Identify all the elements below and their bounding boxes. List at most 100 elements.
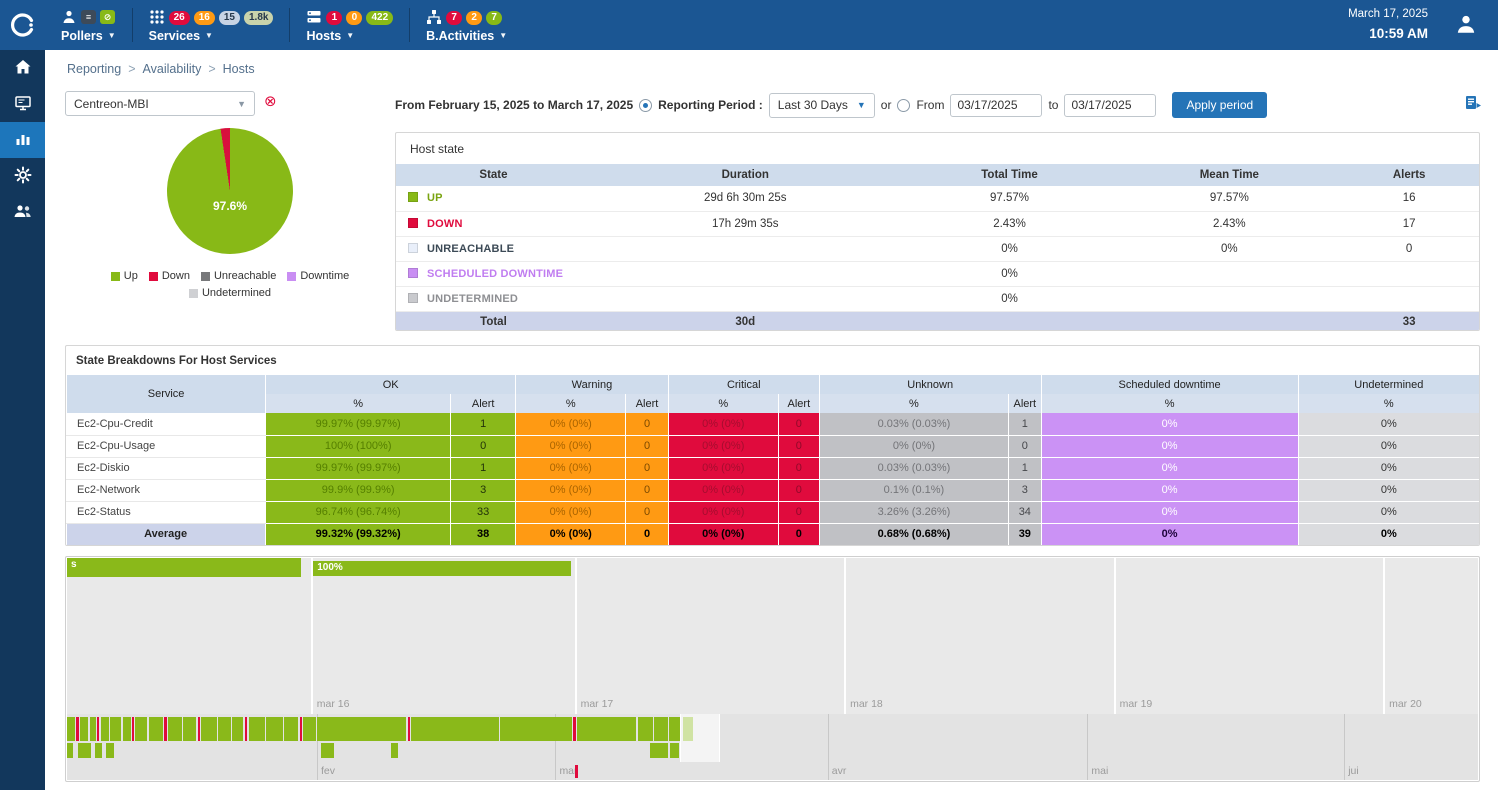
overview-bar — [572, 717, 576, 741]
breadcrumb-reporting[interactable]: Reporting — [67, 62, 122, 76]
overview-bar — [390, 743, 398, 758]
current-date: March 17, 2025 — [1348, 8, 1428, 21]
crit-pct-cell: 0% (0%) — [667, 413, 779, 436]
timeline-date-label: mar 17 — [580, 698, 614, 710]
overview-bar — [232, 717, 244, 741]
breakdown-sub-headrow: % Alert% Alert% Alert% Alert%% — [67, 394, 1479, 413]
menu-services[interactable]: 26 16 15 1.8k Services ▼ — [133, 0, 290, 50]
centreon-logo[interactable] — [0, 0, 45, 50]
hosts-down-badge[interactable]: 1 — [326, 10, 343, 25]
reporting-period-select[interactable]: Last 30 Days ▼ — [768, 92, 875, 118]
overview-bar — [105, 743, 115, 758]
ba-warning-badge[interactable]: 2 — [466, 10, 483, 25]
sidebar-item-administration[interactable] — [0, 194, 45, 230]
menu-pollers[interactable]: ≡ ⊘ Pollers ▼ — [45, 0, 132, 50]
timeline-date-label: mar 19 — [1119, 698, 1153, 710]
hosts-up-badge[interactable]: 422 — [366, 10, 394, 25]
clear-filter-icon[interactable]: ⊗ — [264, 93, 277, 110]
breakdown-title: State Breakdowns For Host Services — [76, 355, 277, 367]
from-date-input[interactable] — [950, 93, 1043, 117]
bactivities-label: B.Activities — [426, 28, 495, 43]
current-time: 10:59 AM — [1369, 25, 1428, 41]
legend-item-undetermined: Undetermined — [188, 287, 271, 299]
breadcrumb-separator: > — [128, 62, 136, 76]
column-header: Critical — [667, 375, 820, 394]
host-state-title: Host state — [410, 142, 465, 156]
hosts-icon — [306, 9, 322, 25]
timeline-gridline — [1113, 558, 1116, 714]
export-report-icon[interactable] — [1464, 94, 1482, 112]
up-swatch — [110, 271, 120, 281]
services-warning-badge[interactable]: 16 — [193, 10, 215, 25]
average-warn-alert-cell: 0 — [625, 523, 669, 545]
sched-pct-cell: 0% — [1040, 435, 1299, 458]
unk-alert-cell: 1 — [1008, 413, 1042, 436]
centreon-logo-icon — [10, 13, 33, 37]
main-content: Reporting > Availability > Hosts Centreon-MB… — [45, 50, 1498, 790]
sidebar-item-configuration[interactable] — [0, 158, 45, 194]
timeline-overview[interactable]: fev mar avr mai jui — [67, 714, 1478, 780]
overview-bar — [653, 717, 669, 741]
crit-pct-cell: 0% (0%) — [667, 457, 779, 480]
ok-alert-cell: 3 — [450, 479, 516, 502]
breadcrumb-hosts[interactable]: Hosts — [222, 62, 255, 76]
sidebar-item-home[interactable] — [0, 50, 45, 86]
hosts-unreachable-badge[interactable]: 0 — [346, 10, 363, 25]
subcolumn-header: Alert — [625, 394, 669, 413]
average-crit-alert-cell: 0 — [777, 523, 820, 545]
host-state-row: UNREACHABLE 0% 0% 0 — [396, 236, 1479, 262]
state-swatch — [408, 192, 418, 203]
breakdown-panel: State Breakdowns For Host Services Servi… — [65, 345, 1480, 546]
total-time-cell: 0% — [899, 261, 1120, 287]
availability-pie-block: 97.6% Up Down Unreachable Downtime Undetermi… — [65, 119, 395, 332]
average-ok-pct-cell: 99.32% (99.32%) — [265, 523, 451, 545]
overview-bar — [217, 717, 231, 741]
pie-legend: Up Down Unreachable Downtime Undetermined — [84, 270, 376, 299]
subcolumn-header: % — [515, 394, 626, 413]
timeline-main-chart[interactable]: mar 16 mar 17 mar 18 mar 19 mar 20 s 100% — [67, 558, 1478, 714]
ba-ok-badge[interactable]: 7 — [486, 10, 503, 25]
unk-pct-cell: 0% (0%) — [818, 435, 1009, 458]
poller-status-ok-chip[interactable]: ⊘ — [100, 10, 115, 24]
warn-alert-cell: 0 — [625, 501, 669, 524]
subcolumn-header: Alert — [450, 394, 516, 413]
ok-pct-cell: 99.97% (99.97%) — [265, 413, 451, 436]
to-date-input[interactable] — [1064, 93, 1157, 117]
undetermined-swatch — [188, 288, 198, 298]
poller-configuration-chip[interactable]: ≡ — [81, 10, 96, 24]
breakdown-group-headrow: Service OK Warning Critical Unknown Scheduled… — [66, 375, 1479, 413]
overview-bar — [148, 717, 163, 741]
bar-chart-icon — [14, 130, 32, 151]
sidebar-item-monitoring[interactable] — [0, 86, 45, 122]
chevron-down-icon: ▼ — [205, 31, 213, 40]
unk-alert-cell: 3 — [1008, 479, 1042, 502]
user-menu[interactable] — [1454, 12, 1478, 39]
sidebar-item-reporting[interactable] — [0, 122, 45, 158]
reporting-period-label: Reporting Period : — [658, 98, 763, 112]
sched-pct-cell: 0% — [1040, 501, 1299, 524]
apply-period-button[interactable]: Apply period — [1172, 92, 1268, 118]
crit-pct-cell: 0% (0%) — [667, 435, 779, 458]
overview-selection-window[interactable] — [680, 714, 721, 762]
overview-bar — [167, 717, 182, 741]
gear-icon — [14, 166, 32, 187]
breadcrumb-separator: > — [208, 62, 216, 76]
crit-pct-cell: 0% (0%) — [667, 479, 779, 502]
state-cell: UP — [396, 186, 591, 212]
overview-bar — [164, 717, 167, 741]
services-ok-badge[interactable]: 1.8k — [243, 10, 274, 25]
custom-period-radio[interactable] — [897, 98, 911, 112]
services-pending-badge[interactable]: 15 — [218, 10, 240, 25]
ok-alert-cell: 1 — [450, 413, 516, 436]
legend-label: Downtime — [300, 270, 350, 282]
reporting-period-radio[interactable] — [639, 98, 653, 112]
menu-hosts[interactable]: 1 0 422 Hosts ▼ — [290, 0, 409, 50]
undet-pct-cell: 0% — [1297, 435, 1479, 458]
ba-critical-badge[interactable]: 7 — [446, 10, 463, 25]
host-state-row: UNDETERMINED 0% — [396, 286, 1479, 312]
host-select[interactable]: Centreon-MBI ▼ — [65, 91, 255, 116]
crit-pct-cell: 0% (0%) — [667, 501, 779, 524]
services-critical-badge[interactable]: 26 — [168, 10, 190, 25]
breadcrumb-availability[interactable]: Availability — [142, 62, 202, 76]
